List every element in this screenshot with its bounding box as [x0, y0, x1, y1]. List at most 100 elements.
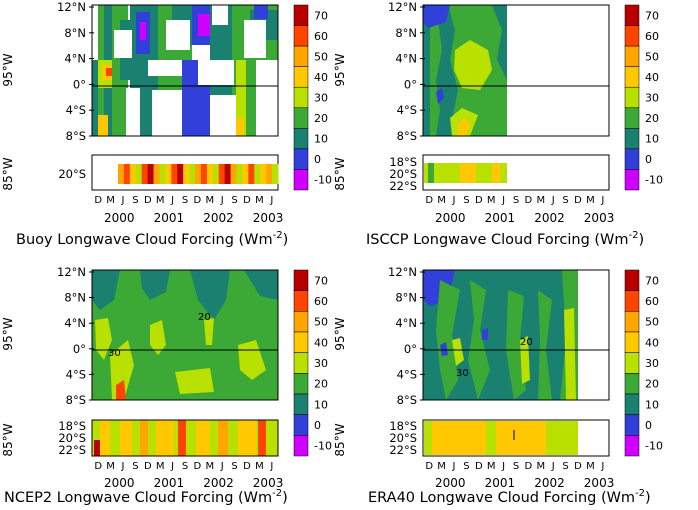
- buoy-strip-cell: [254, 164, 261, 184]
- colorbar-swatch: [624, 86, 640, 109]
- colorbar-label: 70: [314, 9, 328, 22]
- colorbar-label: 10: [645, 398, 659, 411]
- month-label: S: [182, 195, 188, 206]
- buoy-strip-cell: [141, 164, 149, 184]
- year-label: 2001: [154, 211, 185, 225]
- year-label: 2001: [485, 211, 516, 225]
- colorbar-swatch: [624, 169, 640, 191]
- month-label: J: [170, 461, 174, 472]
- colorbar-swatch: [624, 435, 640, 457]
- lon-label: 85°W: [1, 157, 15, 190]
- lat-tick-label: 0°: [404, 342, 417, 356]
- month-label: J: [551, 461, 555, 472]
- panel-ncep2: 20 30: [91, 269, 279, 457]
- month-label: D: [425, 195, 433, 206]
- caption-era40: ERA40 Longwave Cloud Forcing (Wm-2): [368, 488, 651, 506]
- year-label: 2000: [104, 211, 135, 225]
- month-label: D: [574, 195, 582, 206]
- lat-tick-label: 8°N: [64, 26, 86, 40]
- month-label: J: [269, 195, 273, 206]
- ncep2-top-map: 20 30: [92, 270, 278, 400]
- colorbar-swatch: [624, 393, 640, 415]
- month-label: D: [194, 195, 202, 206]
- lat-tick-label: 12°N: [388, 265, 417, 279]
- colorbar-swatch: [624, 331, 640, 353]
- month-label: J: [121, 195, 125, 206]
- month-label: D: [243, 195, 251, 206]
- lat-tick-label: 12°N: [388, 0, 417, 14]
- lon-label: 95°W: [333, 317, 347, 350]
- month-label: D: [475, 195, 483, 206]
- lat-tick-label: 0°: [73, 77, 86, 91]
- caption-buoy: Buoy Longwave Cloud Forcing (Wm-2): [16, 230, 288, 248]
- colorbar-swatch: [624, 352, 640, 374]
- month-label: J: [269, 461, 273, 472]
- colorbar-swatch: [624, 107, 640, 129]
- buoy-strip-cell: [195, 164, 202, 184]
- panel-buoy: [91, 4, 279, 191]
- strip-lat-label: 20°S: [58, 431, 86, 445]
- colorbar-swatch: [293, 435, 309, 457]
- lat-tick-label: 4°S: [66, 103, 86, 117]
- panel-era40: 20 30: [422, 269, 610, 457]
- colorbar-label: 30: [314, 92, 328, 105]
- month-label: S: [463, 461, 469, 472]
- buoy-strip-cell: [135, 164, 143, 184]
- month-label: J: [600, 461, 604, 472]
- month-label: J: [551, 195, 555, 206]
- year-label: 2001: [485, 476, 516, 490]
- buoy-strip-cell: [189, 164, 196, 184]
- month-label: M: [255, 195, 264, 206]
- year-label: 2000: [435, 476, 466, 490]
- colorbar-swatch: [293, 311, 309, 333]
- colorbar-swatch: [293, 4, 309, 26]
- month-label: M: [255, 461, 264, 472]
- buoy-strip-cell: [242, 164, 249, 184]
- lat-tick-label: 4°S: [66, 367, 86, 381]
- colorbar-label: 10: [314, 398, 328, 411]
- era40-top-map: 20 30: [423, 270, 609, 400]
- lon-label: 95°W: [1, 317, 15, 350]
- lon-label: 95°W: [1, 53, 15, 86]
- buoy-strip-cell: [230, 164, 238, 184]
- buoy-strip-cell: [260, 164, 267, 184]
- colorbar-label: 50: [645, 50, 659, 63]
- colorbar-swatch: [293, 373, 309, 395]
- buoy-strip-cell: [171, 164, 178, 184]
- svg-text:30: 30: [456, 368, 469, 379]
- lat-tick-label: 8°N: [395, 291, 417, 305]
- lat-tick-label: 12°N: [57, 0, 86, 14]
- era40-bottom-strip: [422, 419, 610, 457]
- strip-lat-label: 18°S: [389, 419, 417, 433]
- month-label: S: [182, 461, 188, 472]
- month-label: D: [574, 461, 582, 472]
- month-label: M: [106, 195, 115, 206]
- lon-label: 85°W: [333, 157, 347, 190]
- svg-text:20: 20: [198, 312, 211, 323]
- colorbar-label: 50: [314, 316, 328, 329]
- colorbar-label: 50: [314, 50, 328, 63]
- colorbar-label: 60: [645, 295, 659, 308]
- buoy-strip-cell: [147, 164, 155, 184]
- lon-label: 85°W: [1, 423, 15, 456]
- lat-tick-label: 0°: [404, 77, 417, 91]
- colorbar-label: -10: [314, 174, 332, 187]
- month-label: J: [220, 461, 224, 472]
- month-label: J: [452, 461, 456, 472]
- buoy-strip-cell: [123, 164, 131, 184]
- lat-tick-label: 8°S: [66, 393, 86, 407]
- colorbar-label: 0: [645, 153, 652, 166]
- isccp-top-map: [423, 5, 609, 136]
- buoy-strip-cell: [200, 164, 208, 184]
- caption-isccp: ISCCP Longwave Cloud Forcing (Wm-2): [366, 230, 644, 248]
- month-label: D: [144, 461, 152, 472]
- colorbar-label: 20: [645, 112, 659, 125]
- buoy-bottom-strip: [91, 154, 279, 191]
- colorbar-swatch: [624, 25, 640, 47]
- month-label: D: [194, 461, 202, 472]
- axes-layer: 12°N8°N4°N0°4°S8°S95°W85°W 20°SD M J S D M J S D M…: [1, 0, 614, 490]
- colorbar-label: 10: [314, 133, 328, 146]
- colorbar-swatch: [624, 45, 640, 67]
- lat-tick-label: 4°N: [395, 52, 417, 66]
- month-label: M: [156, 461, 165, 472]
